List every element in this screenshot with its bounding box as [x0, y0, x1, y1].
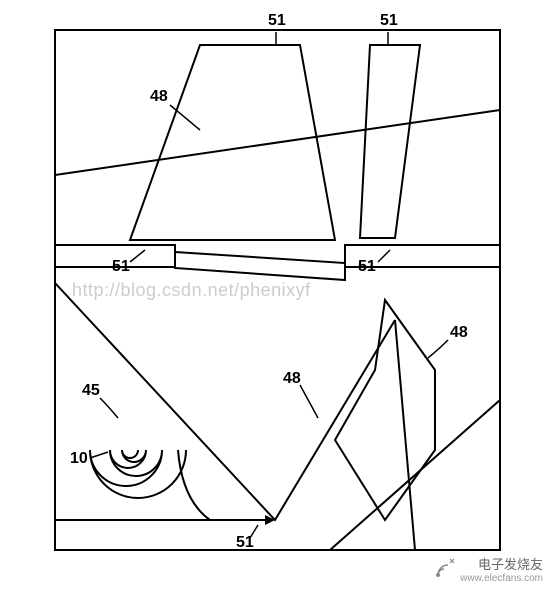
- watermark-text: http://blog.csdn.net/phenixyf: [72, 280, 311, 301]
- label-51-top-right: 51: [380, 12, 398, 30]
- zigzag-path-2: [330, 400, 500, 550]
- crossing-line-upper: [55, 110, 500, 175]
- label-48-upper: 48: [150, 88, 168, 106]
- leader-48-r: [428, 340, 448, 358]
- patent-diagram: 51 51 48 51 51 48 48 45 10 51 http://blo…: [0, 0, 555, 593]
- leader-48-c: [300, 385, 318, 418]
- footer-url: www.elecfans.com: [460, 573, 543, 585]
- label-51-mid-right: 51: [358, 258, 376, 276]
- footer-text: 电子发烧友 www.elecfans.com: [460, 557, 543, 585]
- lower-shape-right: [335, 300, 435, 520]
- label-45: 45: [82, 382, 100, 400]
- leader-51-mr: [378, 250, 390, 262]
- leader-45: [100, 398, 118, 418]
- spiral-tail: [178, 450, 210, 520]
- elecfans-icon: [428, 557, 456, 585]
- label-10: 10: [70, 450, 88, 468]
- spiral: [90, 450, 186, 498]
- mid-connector: [175, 252, 345, 280]
- label-51-mid-left: 51: [112, 258, 130, 276]
- upper-shape-left: [130, 45, 335, 240]
- label-48-center: 48: [283, 370, 301, 388]
- footer-logo: 电子发烧友 www.elecfans.com: [428, 557, 543, 585]
- footer-chinese: 电子发烧友: [460, 557, 543, 573]
- zigzag-seg: [395, 320, 415, 550]
- arrow-head: [265, 515, 275, 525]
- label-48-right: 48: [450, 324, 468, 342]
- upper-shape-right: [360, 45, 420, 238]
- leader-51-ml: [130, 250, 145, 262]
- leader-10: [90, 452, 108, 458]
- label-51-bottom: 51: [236, 534, 254, 552]
- label-51-top-left: 51: [268, 12, 286, 30]
